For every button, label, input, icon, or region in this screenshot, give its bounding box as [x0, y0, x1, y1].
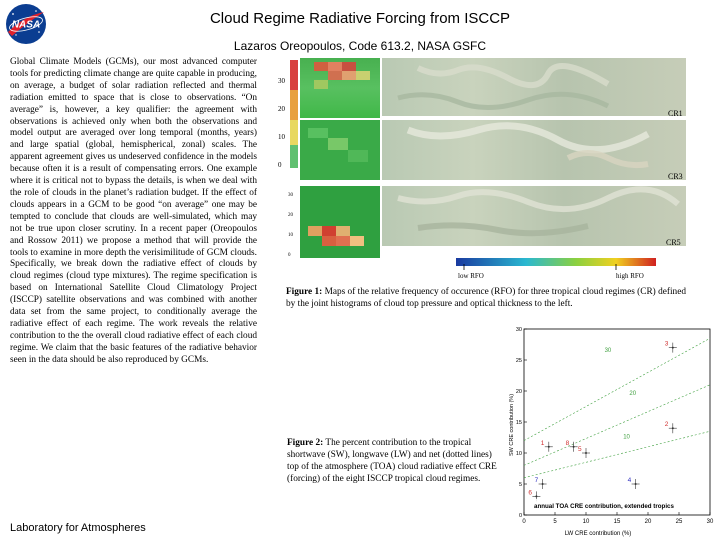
net-line [523, 338, 711, 441]
histogram-cr5 [300, 186, 380, 258]
point-label: 8 [566, 440, 570, 447]
x-tick-label: 0 [522, 519, 526, 525]
small-scale-tick: 10 [288, 233, 294, 238]
figure2-caption: Figure 2: The percent contribution to th… [287, 438, 505, 486]
small-scale-tick: 0 [288, 253, 291, 258]
point-label: 6 [528, 489, 532, 496]
net-line-label: 20 [629, 391, 636, 397]
y-axis-label: SW CRE contribution (%) [509, 394, 515, 456]
x-axis-label: LW CRE contribution (%) [565, 531, 632, 537]
x-tick-label: 5 [553, 519, 557, 525]
data-point [671, 427, 674, 430]
point-label: 2 [665, 421, 669, 428]
y-tick-label: 10 [516, 451, 522, 457]
colorbar-tick: 20 [278, 105, 286, 113]
y-tick-label: 0 [519, 513, 522, 519]
net-line-label: 30 [605, 348, 612, 354]
y-tick-label: 30 [516, 327, 522, 333]
data-point [585, 452, 587, 454]
poster-author: Lazaros Oreopoulos, Code 613.2, NASA GSF… [233, 39, 487, 53]
colorbar-tick: 10 [278, 133, 286, 141]
data-point [547, 445, 550, 448]
panel-label-cr1: CR1 [668, 109, 683, 118]
histogram-cr1 [300, 58, 380, 118]
poster-title: Cloud Regime Radiative Forcing from ISCC… [209, 10, 511, 27]
scale-low-label: low RFO [458, 272, 484, 280]
x-tick-label: 15 [614, 519, 621, 525]
y-tick-label: 20 [516, 389, 522, 395]
net-line-label: 10 [623, 435, 630, 441]
data-point [572, 445, 575, 448]
point-label: 5 [578, 446, 582, 453]
chart-title: annual TOA CRE contribution, extended tr… [534, 503, 674, 510]
colorbar-tick: 30 [278, 77, 286, 85]
histogram-cr3 [300, 120, 380, 180]
y-tick-label: 15 [516, 420, 522, 426]
panel-label-cr3: CR3 [668, 172, 683, 181]
colorbar-tick: 0 [278, 161, 282, 169]
figure2-caption-text: The percent contribution to the tropical… [287, 438, 497, 484]
point-label: 4 [628, 477, 632, 484]
figure1-caption-text: Maps of the relative frequency of occure… [286, 287, 686, 309]
title-box [530, 499, 704, 511]
plot-area [523, 328, 711, 516]
net-line [523, 384, 711, 466]
panel-label-cr5: CR5 [666, 238, 681, 247]
small-scale-ticks: 30 20 10 0 [288, 193, 294, 258]
data-point [541, 483, 544, 485]
nasa-logo: NASA [6, 4, 46, 44]
data-point [634, 483, 637, 485]
point-label: 3 [665, 341, 669, 348]
small-scale-tick: 30 [288, 193, 294, 198]
colorbar: 30 20 10 0 [278, 60, 298, 169]
map-cr1: CR1 [382, 58, 686, 118]
map-cr3: CR3 [382, 120, 686, 181]
rfo-scale: low RFO high RFO [456, 258, 656, 280]
figure2-caption-label: Figure 2: [287, 438, 324, 448]
net-lines: 30 20 10 [523, 338, 711, 479]
data-point [671, 346, 674, 349]
figure2-scatter-chart: 30 20 10 0 5 10 15 20 25 30 0 5 10 15 20 25 30 3 2 1 8 5 4 76… [509, 327, 714, 537]
point-label: 7 [535, 477, 539, 484]
x-tick-label: 25 [676, 519, 683, 525]
point-label: 1 [541, 440, 545, 447]
footer-lab: Laboratory for Atmospheres [10, 522, 146, 534]
data-point [535, 495, 538, 498]
small-scale-tick: 20 [288, 213, 294, 218]
figure1-caption: Figure 1: Maps of the relative frequency… [286, 286, 691, 310]
x-tick-label: 30 [707, 519, 714, 525]
y-tick-label: 25 [516, 358, 522, 364]
x-tick-label: 20 [645, 519, 652, 525]
map-cr5: CR5 [382, 186, 686, 247]
data-points: 3 2 1 8 5 4 76 [528, 341, 677, 502]
x-tick-label: 10 [583, 519, 590, 525]
y-tick-label: 5 [519, 482, 522, 488]
scale-high-label: high RFO [616, 272, 644, 280]
logo-text: NASA [12, 20, 40, 31]
abstract-text: Global Climate Models (GCMs), our most a… [10, 57, 257, 365]
figure1-caption-label: Figure 1: [286, 287, 323, 297]
figure1-panels: 30 20 10 0 30 20 10 0 [278, 58, 686, 280]
